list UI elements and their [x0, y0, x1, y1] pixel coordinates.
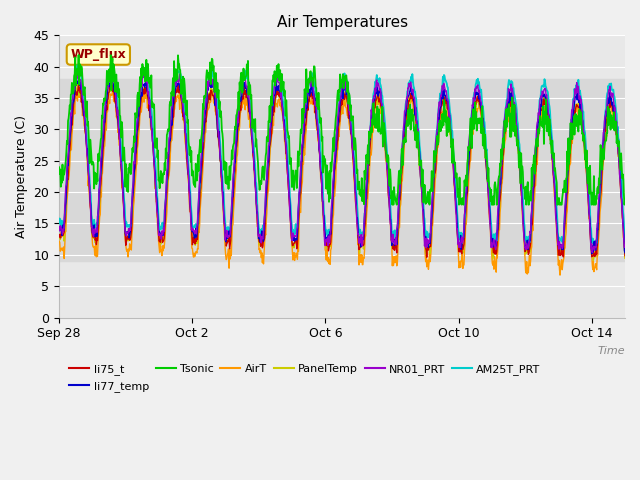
Text: WP_flux: WP_flux — [70, 48, 126, 61]
Bar — [59, 79, 625, 261]
Y-axis label: Air Temperature (C): Air Temperature (C) — [15, 115, 28, 238]
Title: Air Temperatures: Air Temperatures — [276, 15, 408, 30]
Legend: li75_t, li77_temp, Tsonic, AirT, PanelTemp, NR01_PRT, AM25T_PRT: li75_t, li77_temp, Tsonic, AirT, PanelTe… — [65, 360, 545, 396]
X-axis label: Time: Time — [597, 346, 625, 356]
